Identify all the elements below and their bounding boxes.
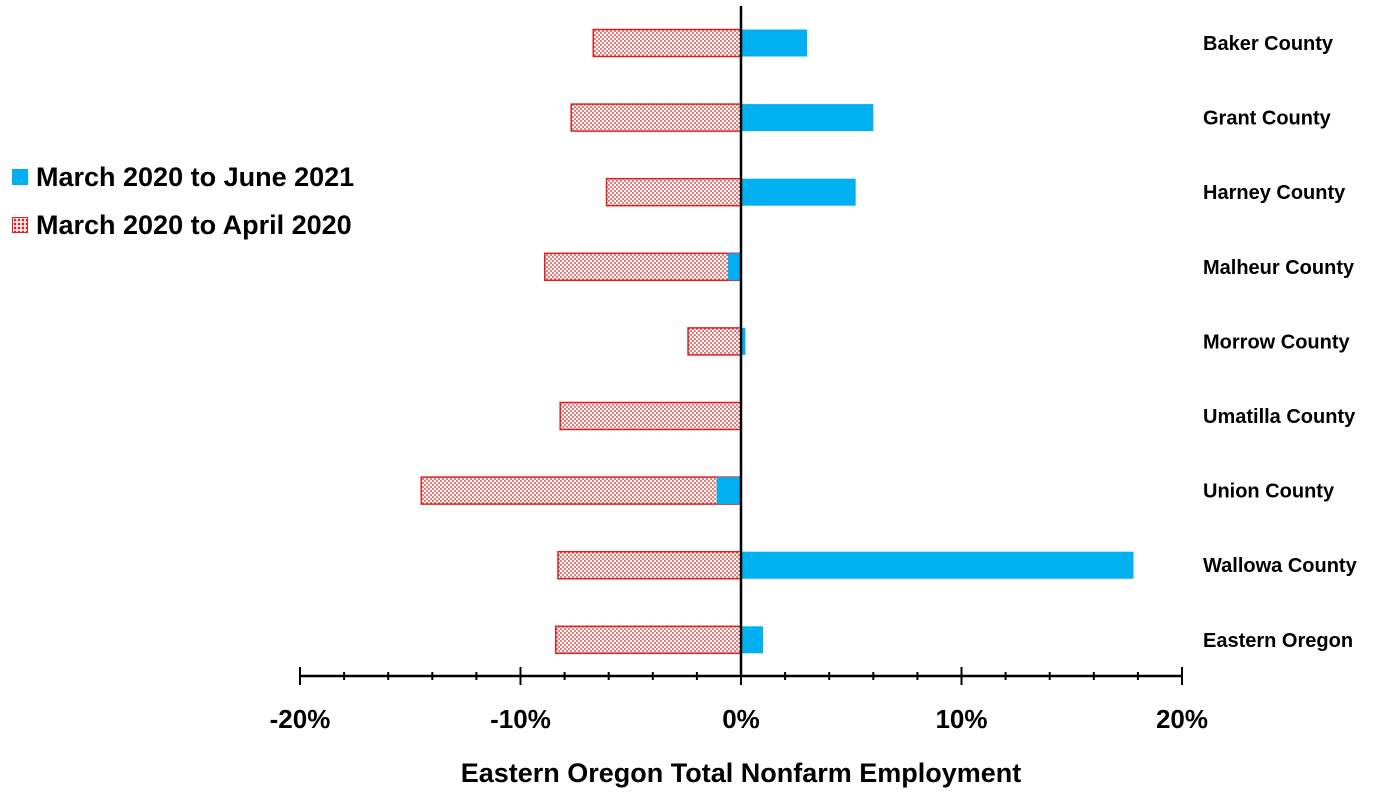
category-label: Malheur County — [1203, 257, 1355, 279]
bar-april-2020 — [592, 28, 742, 58]
bar-june-2021 — [716, 477, 741, 505]
category-label: Wallowa County — [1203, 555, 1358, 577]
legend-label: March 2020 to April 2020 — [36, 209, 352, 240]
x-tick-label: 0% — [722, 704, 760, 734]
category-label: Harney County — [1203, 182, 1346, 204]
category-label: Eastern Oregon — [1203, 630, 1353, 652]
category-label: Umatilla County — [1203, 406, 1356, 428]
bar-april-2020 — [557, 550, 742, 580]
category-label: Morrow County — [1203, 331, 1351, 353]
bar-april-2020 — [544, 252, 742, 282]
x-tick-label: -10% — [490, 704, 551, 734]
bar-april-2020 — [605, 177, 742, 207]
bar-june-2021 — [741, 327, 746, 355]
bar-june-2021 — [741, 178, 856, 206]
x-axis: -20% -10% 0% 10% 20% — [270, 6, 1208, 734]
bars-group — [420, 28, 1134, 655]
bar-april-2020 — [555, 625, 742, 655]
bar-june-2021 — [741, 29, 808, 57]
x-tick-label: -20% — [270, 704, 331, 734]
legend-swatch-solid — [12, 169, 28, 185]
bar-june-2021 — [741, 551, 1134, 579]
x-tick-label: 20% — [1156, 704, 1208, 734]
legend-swatch-dotted — [12, 217, 28, 233]
legend-label: March 2020 to June 2021 — [36, 161, 355, 192]
bar-april-2020 — [559, 401, 742, 431]
bar-april-2020 — [570, 103, 742, 132]
category-label: Union County — [1203, 481, 1335, 503]
legend: March 2020 to June 2021 March 2020 to Ap… — [12, 153, 354, 249]
x-axis-title: Eastern Oregon Total Nonfarm Employment — [460, 758, 1022, 788]
x-tick-label: 10% — [935, 704, 987, 734]
legend-item-april-2020: March 2020 to April 2020 — [12, 201, 354, 249]
bar-april-2020 — [420, 476, 742, 505]
bar-june-2021 — [741, 626, 764, 654]
bar-april-2020 — [687, 327, 742, 356]
bar-june-2021 — [741, 104, 874, 132]
bar-june-2021 — [727, 253, 741, 281]
legend-item-june-2021: March 2020 to June 2021 — [12, 153, 354, 201]
category-labels: Baker County Grant County Harney County Mal… — [1203, 33, 1358, 652]
category-label: Baker County — [1203, 33, 1334, 55]
category-label: Grant County — [1203, 108, 1332, 130]
